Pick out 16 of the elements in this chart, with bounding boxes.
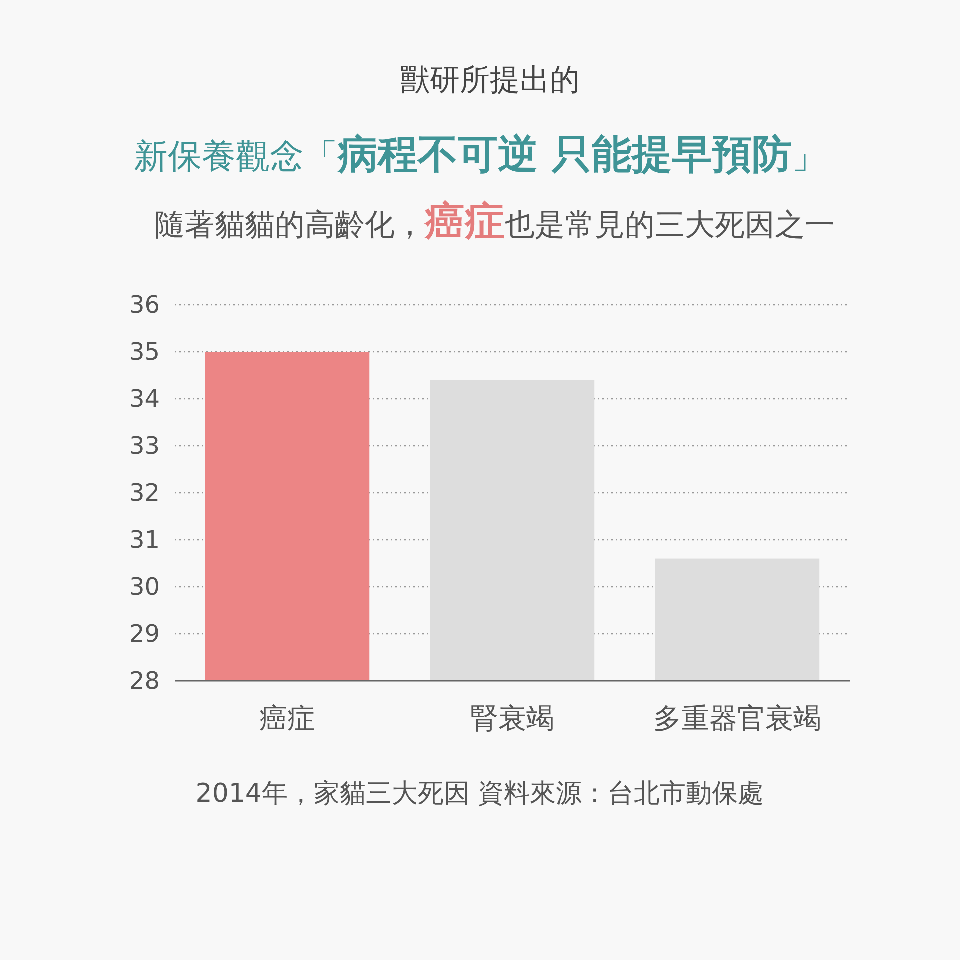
y-tick-label: 36 — [129, 291, 160, 319]
x-tick-label: 癌症 — [260, 702, 316, 735]
y-tick-label: 34 — [129, 385, 160, 413]
y-tick-label: 35 — [129, 338, 160, 366]
y-tick-label: 31 — [129, 526, 160, 554]
text: 2014年，家貓三大死因 資料來源：台北市動保處 — [196, 779, 764, 809]
chart-title: 獸研所提出的 — [400, 63, 580, 98]
y-tick-label: 30 — [129, 573, 160, 601]
x-tick-label: 腎衰竭 — [470, 702, 554, 735]
x-tick-label: 多重器官衰竭 — [654, 702, 822, 735]
y-tick-label: 32 — [129, 479, 160, 507]
chart-subtitle: 新保養觀念「病程不可逆 只能提早預防」 — [134, 132, 826, 178]
y-tick-label: 28 — [129, 667, 160, 695]
y-tick-label: 33 — [129, 432, 160, 460]
text: 隨著貓貓的高齡化，癌症也是常見的三大死因之一 — [155, 199, 835, 245]
y-tick-label: 29 — [129, 620, 160, 648]
